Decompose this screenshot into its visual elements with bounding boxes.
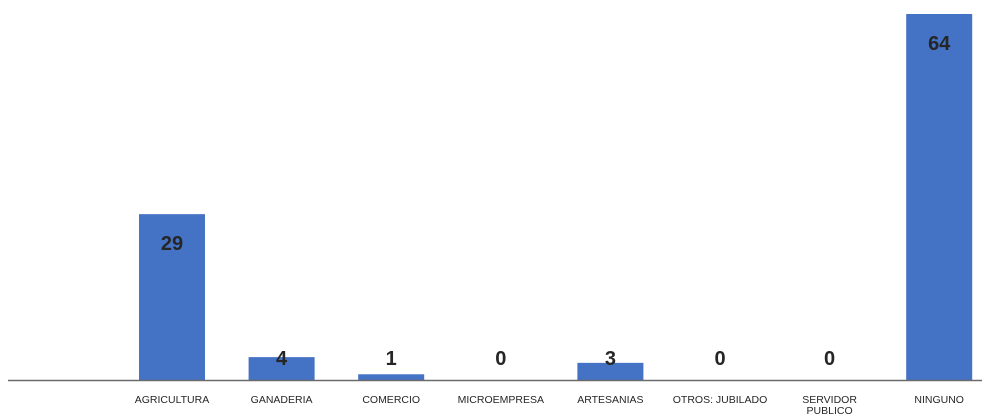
- category-label-line: MICROEMPRESA: [458, 394, 544, 406]
- data-label: 0: [495, 348, 506, 370]
- bar: [358, 374, 425, 380]
- bar: [248, 357, 315, 380]
- category-label-line: OTROS: JUBILADO: [673, 394, 768, 406]
- category-label-line: GANADERIA: [251, 394, 313, 406]
- category-label: ARTESANIAS: [577, 394, 643, 406]
- category-label: NINGUNO: [914, 394, 964, 406]
- category-label-line: SERVIDOR: [802, 394, 857, 406]
- bars-group: [139, 14, 973, 380]
- data-label: 4: [276, 348, 288, 370]
- category-label: AGRICULTURA: [135, 394, 209, 406]
- data-label: 1: [386, 348, 397, 370]
- data-label: 0: [714, 348, 725, 370]
- bar: [577, 362, 644, 380]
- category-label: MICROEMPRESA: [458, 394, 544, 406]
- category-label-line: AGRICULTURA: [135, 394, 209, 406]
- data-label: 0: [824, 348, 835, 370]
- category-label: COMERCIO: [362, 394, 420, 406]
- data-label: 64: [928, 33, 951, 55]
- data-labels-group: 29 4 1 0 3 0 0 64: [161, 33, 951, 370]
- category-label-line: PUBLICO: [807, 405, 853, 417]
- data-label: 29: [161, 233, 183, 255]
- category-label-line: ARTESANIAS: [577, 394, 643, 406]
- bar: [906, 14, 973, 380]
- bar: [139, 214, 205, 380]
- category-label: SERVIDOR PUBLICO: [802, 394, 857, 417]
- category-label-line: COMERCIO: [362, 394, 420, 406]
- data-label: 3: [605, 348, 616, 370]
- category-label: GANADERIA: [251, 394, 313, 406]
- category-label-line: NINGUNO: [914, 394, 964, 406]
- category-label: OTROS: JUBILADO: [673, 394, 768, 406]
- category-labels-group: AGRICULTURA GANADERIA COMERCIO MICROEMPRESA…: [135, 394, 964, 417]
